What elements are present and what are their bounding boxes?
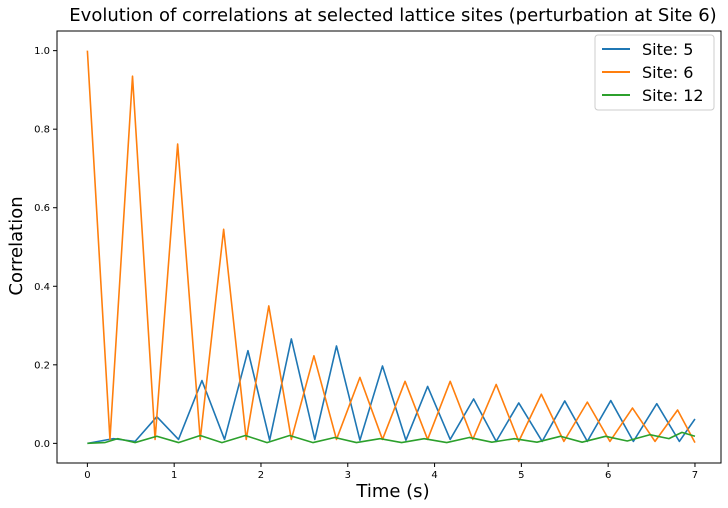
y-tick-label: 0.8 [34,125,50,136]
y-tick-label: 0.2 [34,360,50,371]
series-line-2 [86,50,696,443]
x-tick-label: 5 [518,470,524,481]
x-tick-label: 3 [345,470,351,481]
x-axis-label: Time (s) [355,481,429,502]
y-axis-ticks: 0.0 0.2 0.4 0.6 0.8 1.0 [34,46,57,450]
x-tick-label: 1 [171,470,177,481]
legend-box [594,34,715,111]
legend-label-2: Site: 6 [642,63,693,82]
legend: Site: 5 Site: 6 Site: 12 [594,34,715,111]
x-tick-label: 7 [692,470,698,481]
legend-label-3: Site: 12 [642,86,704,105]
y-tick-label: 0.6 [34,203,50,214]
axes-frame [56,30,722,464]
y-tick-label: 0.0 [34,439,50,450]
y-tick-label: 1.0 [34,46,50,57]
x-tick-label: 4 [431,470,437,481]
y-axis-label: Correlation [6,196,27,295]
legend-label-1: Site: 5 [642,40,693,59]
series-line-3 [87,431,696,445]
plot-area [56,30,722,464]
chart-title: Evolution of correlations at selected la… [69,5,716,26]
y-tick-label: 0.4 [34,282,50,293]
x-tick-label: 2 [258,470,264,481]
x-axis-ticks: 0 1 2 3 4 5 6 7 [84,463,698,481]
x-tick-label: 6 [605,470,611,481]
x-tick-label: 0 [84,470,90,481]
